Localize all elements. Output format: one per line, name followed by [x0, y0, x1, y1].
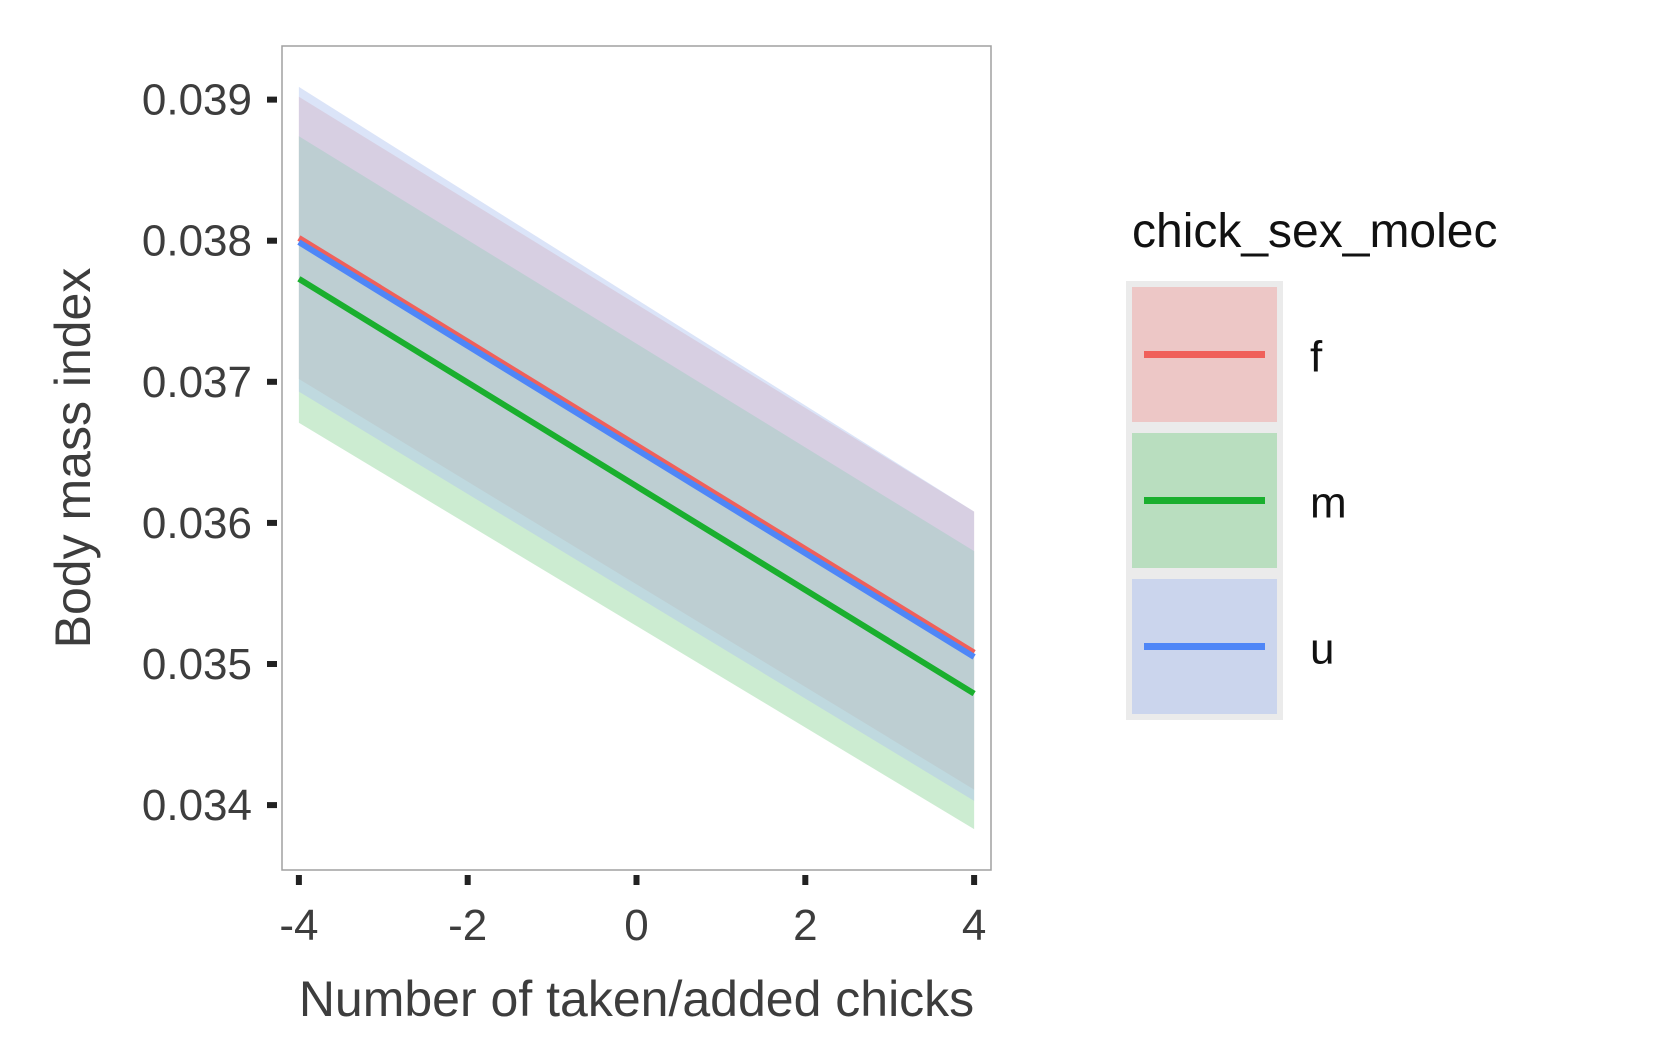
- legend-title: chick_sex_molec: [1132, 205, 1497, 258]
- y-tick-label: 0.034: [142, 781, 252, 830]
- confidence-band-m: [298, 136, 975, 830]
- y-tick-label: 0.038: [142, 217, 252, 266]
- legend-label-f: f: [1310, 333, 1323, 382]
- series-lines: [297, 235, 976, 697]
- y-tick-label: 0.035: [142, 640, 252, 689]
- x-axis: -4 -2 0 2 4: [279, 875, 986, 950]
- legend: chick_sex_molec f m u: [1126, 205, 1497, 720]
- plot-panel-border: [281, 45, 992, 871]
- x-tick-label: 0: [624, 901, 648, 950]
- series-line-m: [297, 276, 976, 697]
- y-tick-label: 0.036: [142, 499, 252, 548]
- y-axis-title: Body mass index: [45, 268, 101, 649]
- x-tick-label: 2: [793, 901, 817, 950]
- y-tick-label: 0.037: [142, 358, 252, 407]
- x-tick-label: -4: [279, 901, 318, 950]
- x-tick-label: 4: [962, 901, 986, 950]
- series-line-f: [297, 235, 976, 656]
- x-axis-title: Number of taken/added chicks: [299, 971, 974, 1027]
- y-axis: 0.034 0.035 0.036 0.037 0.038 0.039: [142, 76, 277, 830]
- legend-label-u: u: [1310, 625, 1334, 674]
- confidence-bands: [298, 86, 975, 830]
- legend-label-m: m: [1310, 479, 1347, 528]
- series-line-u: [297, 239, 976, 660]
- x-tick-label: -2: [448, 901, 487, 950]
- y-tick-label: 0.039: [142, 76, 252, 125]
